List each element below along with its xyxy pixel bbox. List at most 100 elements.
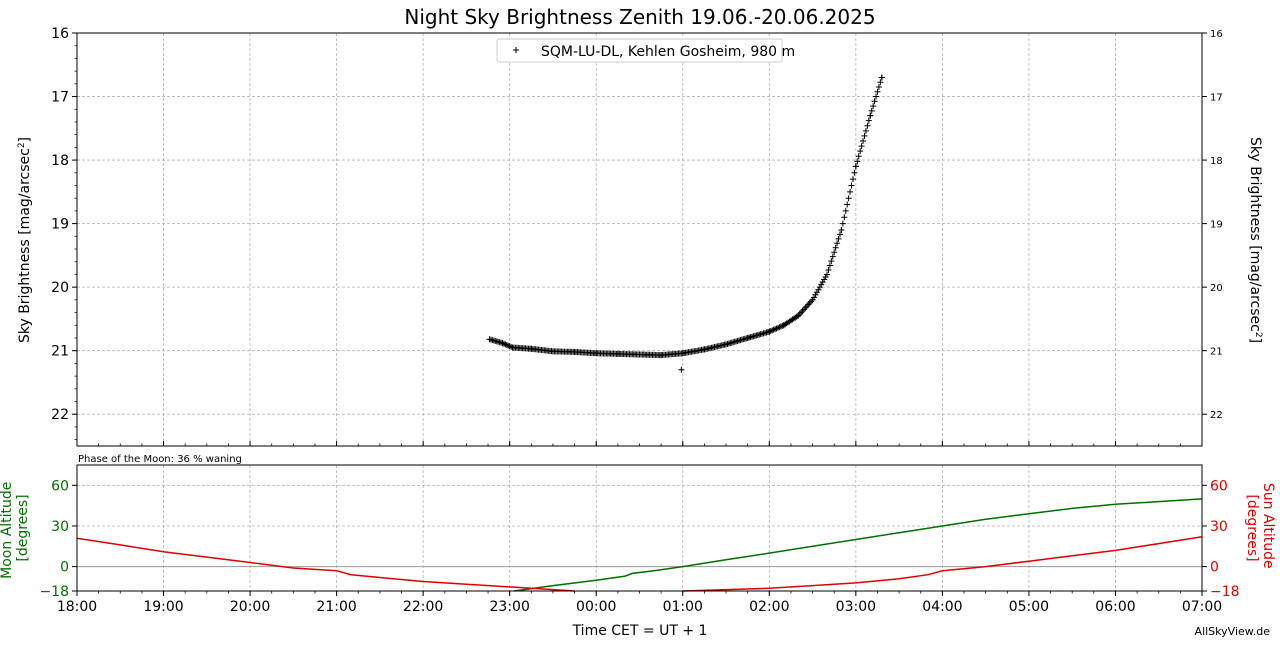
brightness-point [851,169,858,176]
brightness-point [841,214,848,221]
left-y-tick-label: 20 [51,280,69,296]
brightness-point [838,226,845,233]
brightness-point [793,313,800,320]
left-y-tick-label: 19 [51,217,69,233]
brightness-point [821,276,828,283]
brightness-point [836,231,843,238]
brightness-point [506,343,513,350]
x-tick-label: 22:00 [403,599,443,615]
brightness-point [508,343,515,350]
brightness-point [808,298,815,305]
left-y-tick-label: 16 [51,26,69,42]
brightness-point [773,325,780,332]
brightness-point [867,112,874,119]
brightness-point [505,342,512,349]
brightness-point [806,300,813,307]
moon-y-tick-label: 30 [51,519,69,535]
x-tick-label: 19:00 [143,599,183,615]
brightness-point [770,326,777,333]
brightness-point [874,88,881,95]
brightness-point [858,143,865,150]
brightness-point [809,296,816,303]
brightness-point [861,132,868,139]
brightness-point [818,281,825,288]
x-tick-label: 06:00 [1095,599,1135,615]
brightness-point [802,304,809,311]
x-tick-label: 23:00 [490,599,530,615]
brightness-points [486,74,885,373]
brightness-point [842,207,849,214]
brightness-point [826,262,833,269]
brightness-point [829,253,836,260]
sun-y-tick-label: −18 [1210,584,1240,600]
sun-y-tick-label: 30 [1210,519,1228,535]
brightness-point [503,341,510,348]
brightness-point [860,138,867,145]
brightness-point [865,117,872,124]
brightness-point [772,326,779,333]
brightness-point [871,98,878,105]
brightness-point [864,122,871,129]
left-y-tick-label: 22 [51,407,69,423]
legend-marker-glyph [513,47,519,53]
brightness-outlier-point [678,366,685,373]
brightness-point [839,220,846,227]
top-plot-frame [76,32,1203,447]
altitude-lines [76,498,1203,592]
moon-altitude-line [513,498,1203,592]
brightness-point [828,258,835,265]
sun-altitude-morning-line [682,536,1203,592]
brightness-point [844,201,851,208]
legend-series-label: SQM-LU-DL, Kehlen Gosheim, 980 m [541,44,795,60]
brightness-point [800,306,807,313]
brightness-point [825,266,832,273]
brightness-point [812,291,819,298]
brightness-point [849,176,856,183]
moon-y-tick-label: 60 [51,478,69,494]
brightness-point [811,294,818,301]
brightness-point [816,284,823,291]
brightness-point [834,240,841,247]
brightness-point [499,340,506,347]
brightness-point [878,74,885,81]
brightness-point [803,303,810,310]
brightness-point [769,327,776,334]
sun-altitude-evening-line [76,537,575,592]
right-y-tick-label: 16 [1210,29,1223,40]
brightness-point [862,127,869,134]
brightness-point [805,301,812,308]
x-tick-label: 03:00 [836,599,876,615]
brightness-point [777,323,784,330]
brightness-point [855,153,862,160]
x-tick-label: 04:00 [922,599,962,615]
brightness-point [845,195,852,202]
legend-box [496,38,783,63]
moon-y-tick-label: 0 [60,560,69,576]
x-axis-label: Time CET = UT + 1 [572,623,708,639]
watermark: AllSkyView.de [1195,625,1271,638]
brightness-point [776,324,783,331]
top-gridlines [77,33,1202,446]
right-y-tick-label: 22 [1210,410,1223,421]
brightness-point [847,188,854,195]
right-y-axis-label: Sky Brightness [mag/arcsec2] [1247,137,1263,343]
brightness-point [798,309,805,316]
brightness-point [832,244,839,251]
brightness-point [824,271,830,278]
sun-altitude-label: Sun Altitude [degrees] [1244,483,1276,573]
brightness-point [831,249,838,256]
brightness-point [854,158,861,165]
brightness-point [877,79,884,86]
right-y-tick-label: 21 [1210,347,1223,358]
brightness-point [822,273,829,280]
brightness-point [848,182,855,189]
x-tick-label: 01:00 [663,599,703,615]
brightness-point [852,163,859,170]
right-y-tick-label: 18 [1210,156,1223,167]
brightness-point [873,93,880,100]
moon-phase-annotation: Phase of the Moon: 36 % waning [78,454,242,465]
sun-y-tick-label: 0 [1210,560,1219,576]
brightness-point [502,341,509,348]
